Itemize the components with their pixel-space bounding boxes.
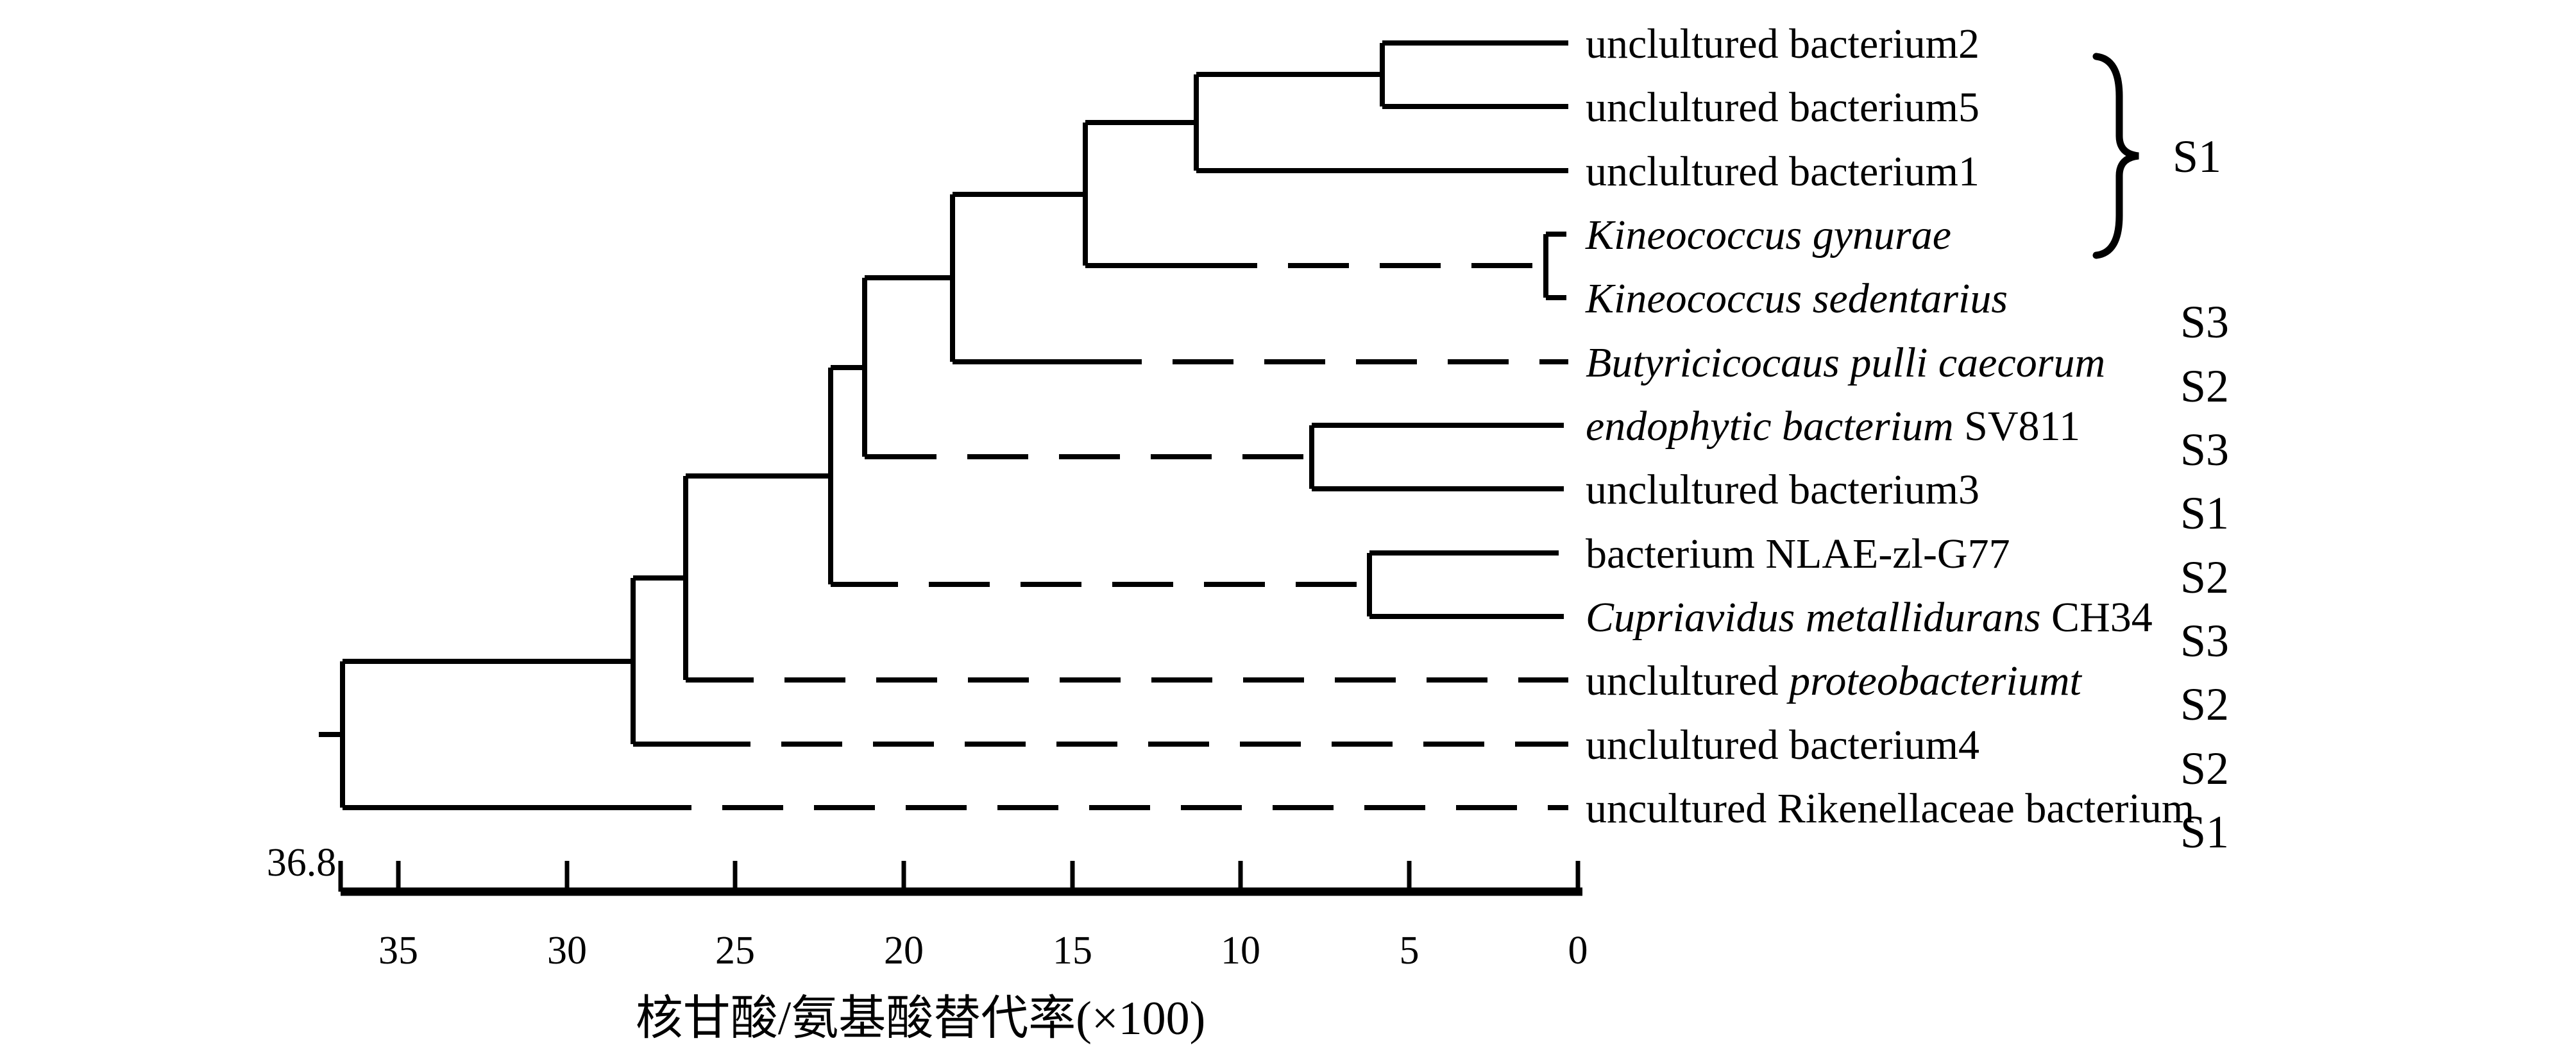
axis-tick-label-5: 5 <box>1400 929 1419 972</box>
s-badge-bacterium-nlae-zl-g77: S2 <box>2180 552 2229 603</box>
taxon-label-cupriavidus-metallidurans-ch34: Cupriavidus metallidurans CH34 <box>1586 594 2153 641</box>
axis-tick-label-10: 10 <box>1221 929 1260 972</box>
taxon-label-unclultured-proteobacteriumt: unclultured proteobacteriumt <box>1586 658 2083 704</box>
taxon-label-unclultured-bacterium5: unclultured bacterium5 <box>1586 84 1979 131</box>
s-badge-cupriavidus-metallidurans-ch34: S3 <box>2180 615 2229 666</box>
s-badge-s1-group: S1 <box>2173 131 2221 182</box>
axis-tick-label-25: 25 <box>715 929 755 972</box>
taxon-label-unclultured-bacterium3: unclultured bacterium3 <box>1586 466 1979 513</box>
s-badge-unclultured-bacterium3: S1 <box>2180 488 2229 539</box>
axis-tick-label-30: 30 <box>547 929 587 972</box>
taxon-label-unclultured-bacterium2: unclultured bacterium2 <box>1586 21 1979 67</box>
taxon-label-endophytic-bacterium-sv811: endophytic bacterium SV811 <box>1586 403 2080 450</box>
axis-tick-label-35: 35 <box>378 929 418 972</box>
taxon-label-unclultured-bacterium4: unclultured bacterium4 <box>1586 722 1979 768</box>
axis-title: 核甘酸/氨基酸替代率(×100) <box>636 992 1206 1045</box>
axis-root-depth-label: 36.8 <box>267 841 337 885</box>
taxon-label-uncultured-rikenellaceae-bacterium: uncultured Rikenellaceae bacterium <box>1586 785 2194 832</box>
s-badge-uncultured-rikenellaceae-bacterium: S1 <box>2180 806 2229 858</box>
taxon-label-butyricicocaus-pulli-caecorum: Butyricicocaus pulli caecorum <box>1586 339 2105 386</box>
s-badge-endophytic-bacterium-sv811: S3 <box>2180 424 2229 475</box>
axis-tick-label-0: 0 <box>1568 929 1588 972</box>
axis-tick-label-15: 15 <box>1053 929 1092 972</box>
s1-group-brace <box>2092 53 2139 259</box>
s-badge-kineococcus-sedentarius: S3 <box>2180 296 2229 348</box>
taxon-label-kineococcus-gynurae: Kineococcus gynurae <box>1585 212 1951 259</box>
taxon-label-bacterium-nlae-zl-g77: bacterium NLAE-zl-G77 <box>1586 530 2010 577</box>
axis-tick-label-20: 20 <box>884 929 924 972</box>
s-badge-butyricicocaus-pulli-caecorum: S2 <box>2180 361 2229 412</box>
s-badge-unclultured-bacterium4: S2 <box>2180 743 2229 794</box>
taxon-label-kineococcus-sedentarius: Kineococcus sedentarius <box>1585 275 2008 322</box>
s-badge-unclultured-proteobacteriumt: S2 <box>2180 679 2229 730</box>
taxon-label-unclultured-bacterium1: unclultured bacterium1 <box>1586 148 1979 195</box>
